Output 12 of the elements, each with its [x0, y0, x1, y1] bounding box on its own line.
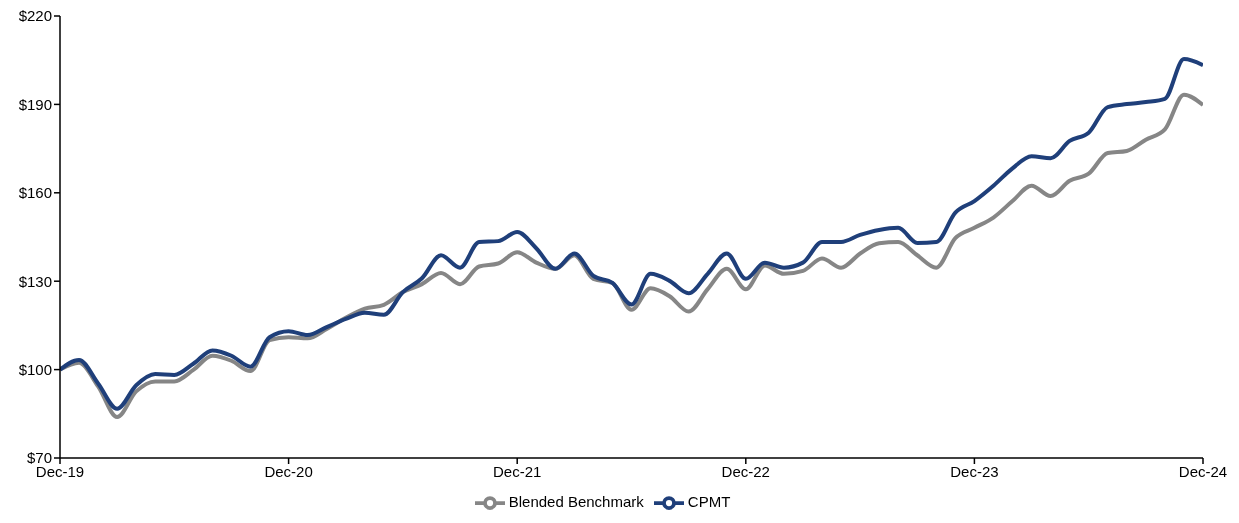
legend-label: Blended Benchmark	[508, 492, 644, 510]
y-tick-label: $220	[18, 7, 52, 25]
x-tick-label: Dec-23	[950, 462, 999, 480]
legend-label: CPMT	[687, 492, 731, 510]
x-tick-label: Dec-24	[1178, 462, 1228, 480]
y-tick-label: $190	[18, 95, 52, 113]
y-tick-label: $100	[18, 360, 52, 378]
y-tick-label: $130	[18, 272, 52, 290]
x-tick-label: Dec-21	[493, 462, 542, 480]
x-tick-label: Dec-22	[721, 462, 770, 480]
y-tick-label: $160	[18, 184, 52, 202]
x-tick-label: Dec-20	[264, 462, 313, 480]
